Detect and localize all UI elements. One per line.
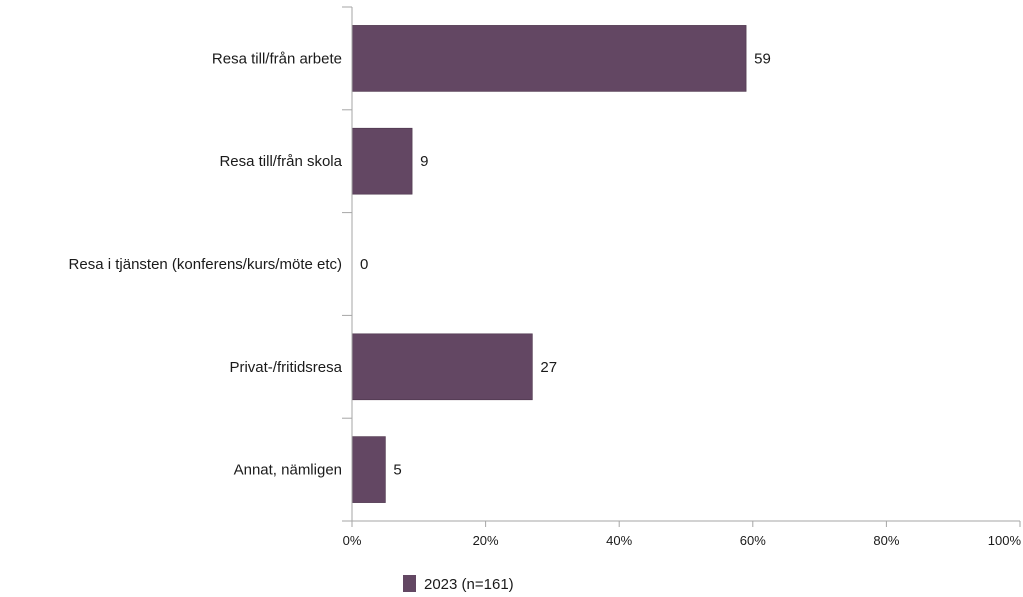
bar <box>351 436 386 503</box>
axes <box>342 6 1020 522</box>
x-ticks: 0% 20% 40% 60% 80% 100% <box>343 521 1022 548</box>
data-label: 5 <box>393 462 401 479</box>
legend-swatch <box>403 575 416 592</box>
legend-label: 2023 (n=161) <box>424 576 514 593</box>
legend: 2023 (n=161) <box>403 575 514 593</box>
bar <box>351 25 747 92</box>
x-tick-label: 0% <box>343 533 362 548</box>
x-tick-label: 80% <box>873 533 899 548</box>
value-labels: 59 9 0 27 5 <box>360 50 771 478</box>
data-label: 59 <box>754 50 771 67</box>
category-label: Annat, nämligen <box>234 462 342 479</box>
x-tick-label: 100% <box>988 533 1022 548</box>
data-label: 9 <box>420 153 428 170</box>
bar <box>351 333 533 401</box>
category-label: Privat-/fritidsresa <box>229 359 342 376</box>
category-label: Resa till/från arbete <box>212 50 342 67</box>
category-label: Resa till/från skola <box>219 153 342 170</box>
x-tick-label: 40% <box>606 533 632 548</box>
category-label: Resa i tjänsten (konferens/kurs/möte etc… <box>69 256 342 273</box>
bars-group <box>351 25 747 503</box>
x-tick-label: 20% <box>473 533 499 548</box>
bar <box>351 127 413 195</box>
x-tick-label: 60% <box>740 533 766 548</box>
data-label: 0 <box>360 256 368 273</box>
category-labels: Resa till/från arbete Resa till/från skol… <box>69 50 343 478</box>
data-label: 27 <box>540 359 557 376</box>
